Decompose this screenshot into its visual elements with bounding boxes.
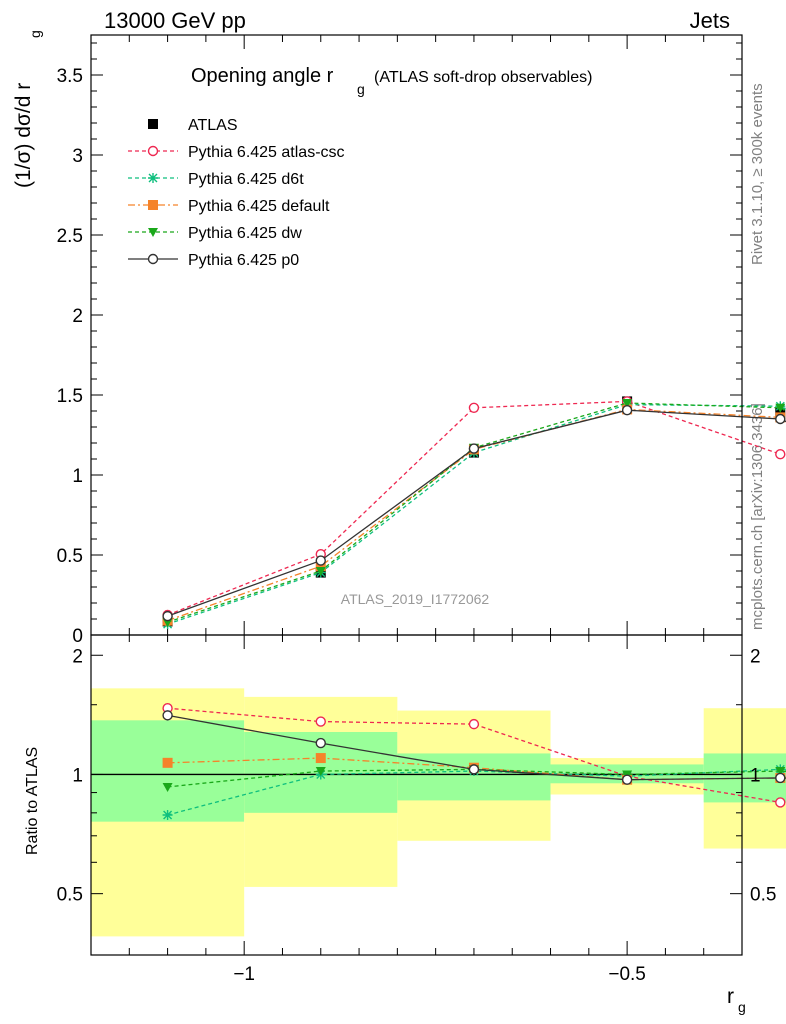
ratio-ytick-label-right: 1 (750, 765, 761, 786)
legend-entry-pythia-6-425-p0: Pythia 6.425 p0 (128, 252, 299, 269)
legend-entry-pythia-6-425-default: Pythia 6.425 default (128, 198, 330, 215)
legend-label: ATLAS (188, 117, 238, 134)
data-point-pythia-6-425-dw (775, 403, 786, 413)
ratio-ytick-label: 2 (72, 646, 83, 667)
ratio-point-pythia-6-425-d6t (162, 809, 173, 820)
ratio-point-pythia-6-425-p0 (315, 737, 326, 749)
mcplots-reference-label: mcplots.cern.ch [arXiv:1306.3436] (749, 403, 766, 630)
ratio-point-pythia-6-425-atlas-csc (315, 716, 326, 727)
analysis-watermark: ATLAS_2019_I1772062 (341, 591, 490, 607)
series-line-pythia-6-425-d6t (167, 403, 786, 625)
main-plot-ylabel-subscript: g (27, 30, 43, 38)
ratio-ytick-label-right: 0.5 (750, 885, 776, 906)
main-ytick-label: 0 (72, 626, 83, 647)
main-ytick-label: 3 (72, 146, 83, 167)
ratio-plot-ylabel: Ratio to ATLAS (24, 747, 41, 855)
series-line-pythia-6-425-p0 (167, 409, 786, 617)
series-line-pythia-6-425-dw (167, 402, 786, 623)
ratio-point-pythia-6-425-atlas-csc (468, 718, 480, 730)
legend-marker (147, 145, 159, 157)
data-point-pythia-6-425-p0 (621, 405, 633, 416)
main-ytick-label: 0.5 (57, 546, 83, 567)
ratio-point-pythia-6-425-p0 (621, 774, 633, 785)
data-point-pythia-6-425-p0 (775, 413, 786, 425)
ratio-point-pythia-6-425-dw (162, 782, 173, 792)
data-point-pythia-6-425-dw (315, 567, 326, 576)
data-point-pythia-6-425-p0 (315, 555, 326, 566)
ratio-plot-xlabel: r (727, 985, 734, 1008)
ratio-point-pythia-6-425-dw (315, 767, 326, 777)
main-ytick-label: 2.5 (57, 226, 83, 247)
ratio-plot-frame (90, 634, 743, 956)
data-point-pythia-6-425-dw (622, 399, 633, 408)
ratio-plot-xlabel-subscript: g (738, 999, 746, 1015)
legend-label: Pythia 6.425 default (188, 198, 330, 215)
main-ytick-label: 3.5 (57, 66, 83, 87)
data-point-pythia-6-425-p0 (468, 443, 480, 454)
legend-marker (147, 253, 159, 265)
data-point-pythia-6-425-default (315, 561, 326, 572)
ratio-line-pythia-6-425-d6t (167, 768, 786, 816)
ratio-point-pythia-6-425-default (315, 753, 326, 764)
legend-entry-pythia-6-425-dw: Pythia 6.425 dw (128, 225, 302, 242)
legend-marker (148, 228, 158, 237)
legend-marker (148, 200, 158, 210)
main-plot-panel: 0 0.5 1 1.5 2 2.5 3 3.5 Opening angle r g (ATLA… (12, 30, 786, 647)
ratio-ytick-label: 1 (72, 765, 83, 786)
main-plot-title: Opening angle r (191, 65, 334, 87)
main-plot-ylabel: (1/σ) dσ/d r (12, 83, 35, 188)
ratio-point-pythia-6-425-p0 (162, 710, 173, 721)
ratio-uncertainty-bands (91, 688, 786, 937)
main-plot-ticks: 0 0.5 1 1.5 2 2.5 3 3.5 (57, 35, 743, 647)
inner-uncertainty-band (91, 720, 245, 822)
ratio-ytick-label: 0.5 (57, 885, 83, 906)
ratio-point-pythia-6-425-atlas-csc (775, 797, 786, 808)
header-collision-label: 13000 GeV pp (104, 8, 246, 33)
legend-label: Pythia 6.425 atlas-csc (188, 144, 345, 161)
legend-entry-pythia-6-425-atlas-csc: Pythia 6.425 atlas-csc (128, 144, 345, 161)
ratio-plot-panel: 0.5 0.5 1 1 2 2 −1 −0.5 Ratio to ATLAS r g (24, 634, 786, 1015)
data-point-pythia-6-425-atlas-csc (468, 402, 480, 413)
ratio-line-pythia-6-425-atlas-csc (167, 707, 786, 805)
ratio-plot-ticks: 0.5 0.5 1 1 2 2 −1 −0.5 (57, 635, 776, 985)
ratio-point-pythia-6-425-p0 (468, 764, 480, 775)
ratio-ytick-label-right: 2 (750, 646, 761, 667)
data-point-pythia-6-425-p0 (162, 610, 173, 622)
ratio-point-pythia-6-425-dw (775, 767, 786, 777)
legend-marker (148, 173, 158, 183)
legend-marker (148, 119, 158, 129)
ratio-xtick-label: −1 (233, 964, 255, 985)
main-ytick-label: 2 (72, 306, 83, 327)
main-ytick-label: 1.5 (57, 386, 83, 407)
legend-entry-pythia-6-425-d6t: Pythia 6.425 d6t (128, 171, 304, 188)
rivet-version-label: Rivet 3.1.10, ≥ 300k events (749, 83, 766, 265)
legend-label: Pythia 6.425 dw (188, 225, 302, 242)
ratio-point-pythia-6-425-default (162, 757, 173, 768)
ratio-point-pythia-6-425-p0 (775, 772, 786, 784)
main-plot-title-subscript: g (357, 81, 365, 97)
main-plot-title-note: (ATLAS soft-drop observables) (374, 69, 592, 86)
legend-label: Pythia 6.425 d6t (188, 171, 304, 188)
ratio-line-pythia-6-425-dw (167, 768, 786, 788)
legend-entry-atlas: ATLAS (148, 117, 238, 134)
header-process-label: Jets (690, 8, 730, 33)
ratio-plot-series (162, 703, 786, 820)
ratio-xtick-label: −0.5 (608, 964, 646, 985)
legend-label: Pythia 6.425 p0 (188, 252, 299, 269)
main-ytick-label: 1 (72, 466, 83, 487)
legend: ATLAS Pythia 6.425 atlas-csc Pythia 6.425 … (128, 117, 345, 269)
series-line-pythia-6-425-default (167, 408, 786, 622)
data-point-pythia-6-425-atlas-csc (775, 449, 786, 460)
ratio-line-pythia-6-425-p0 (167, 714, 786, 781)
main-plot-series (162, 396, 786, 630)
